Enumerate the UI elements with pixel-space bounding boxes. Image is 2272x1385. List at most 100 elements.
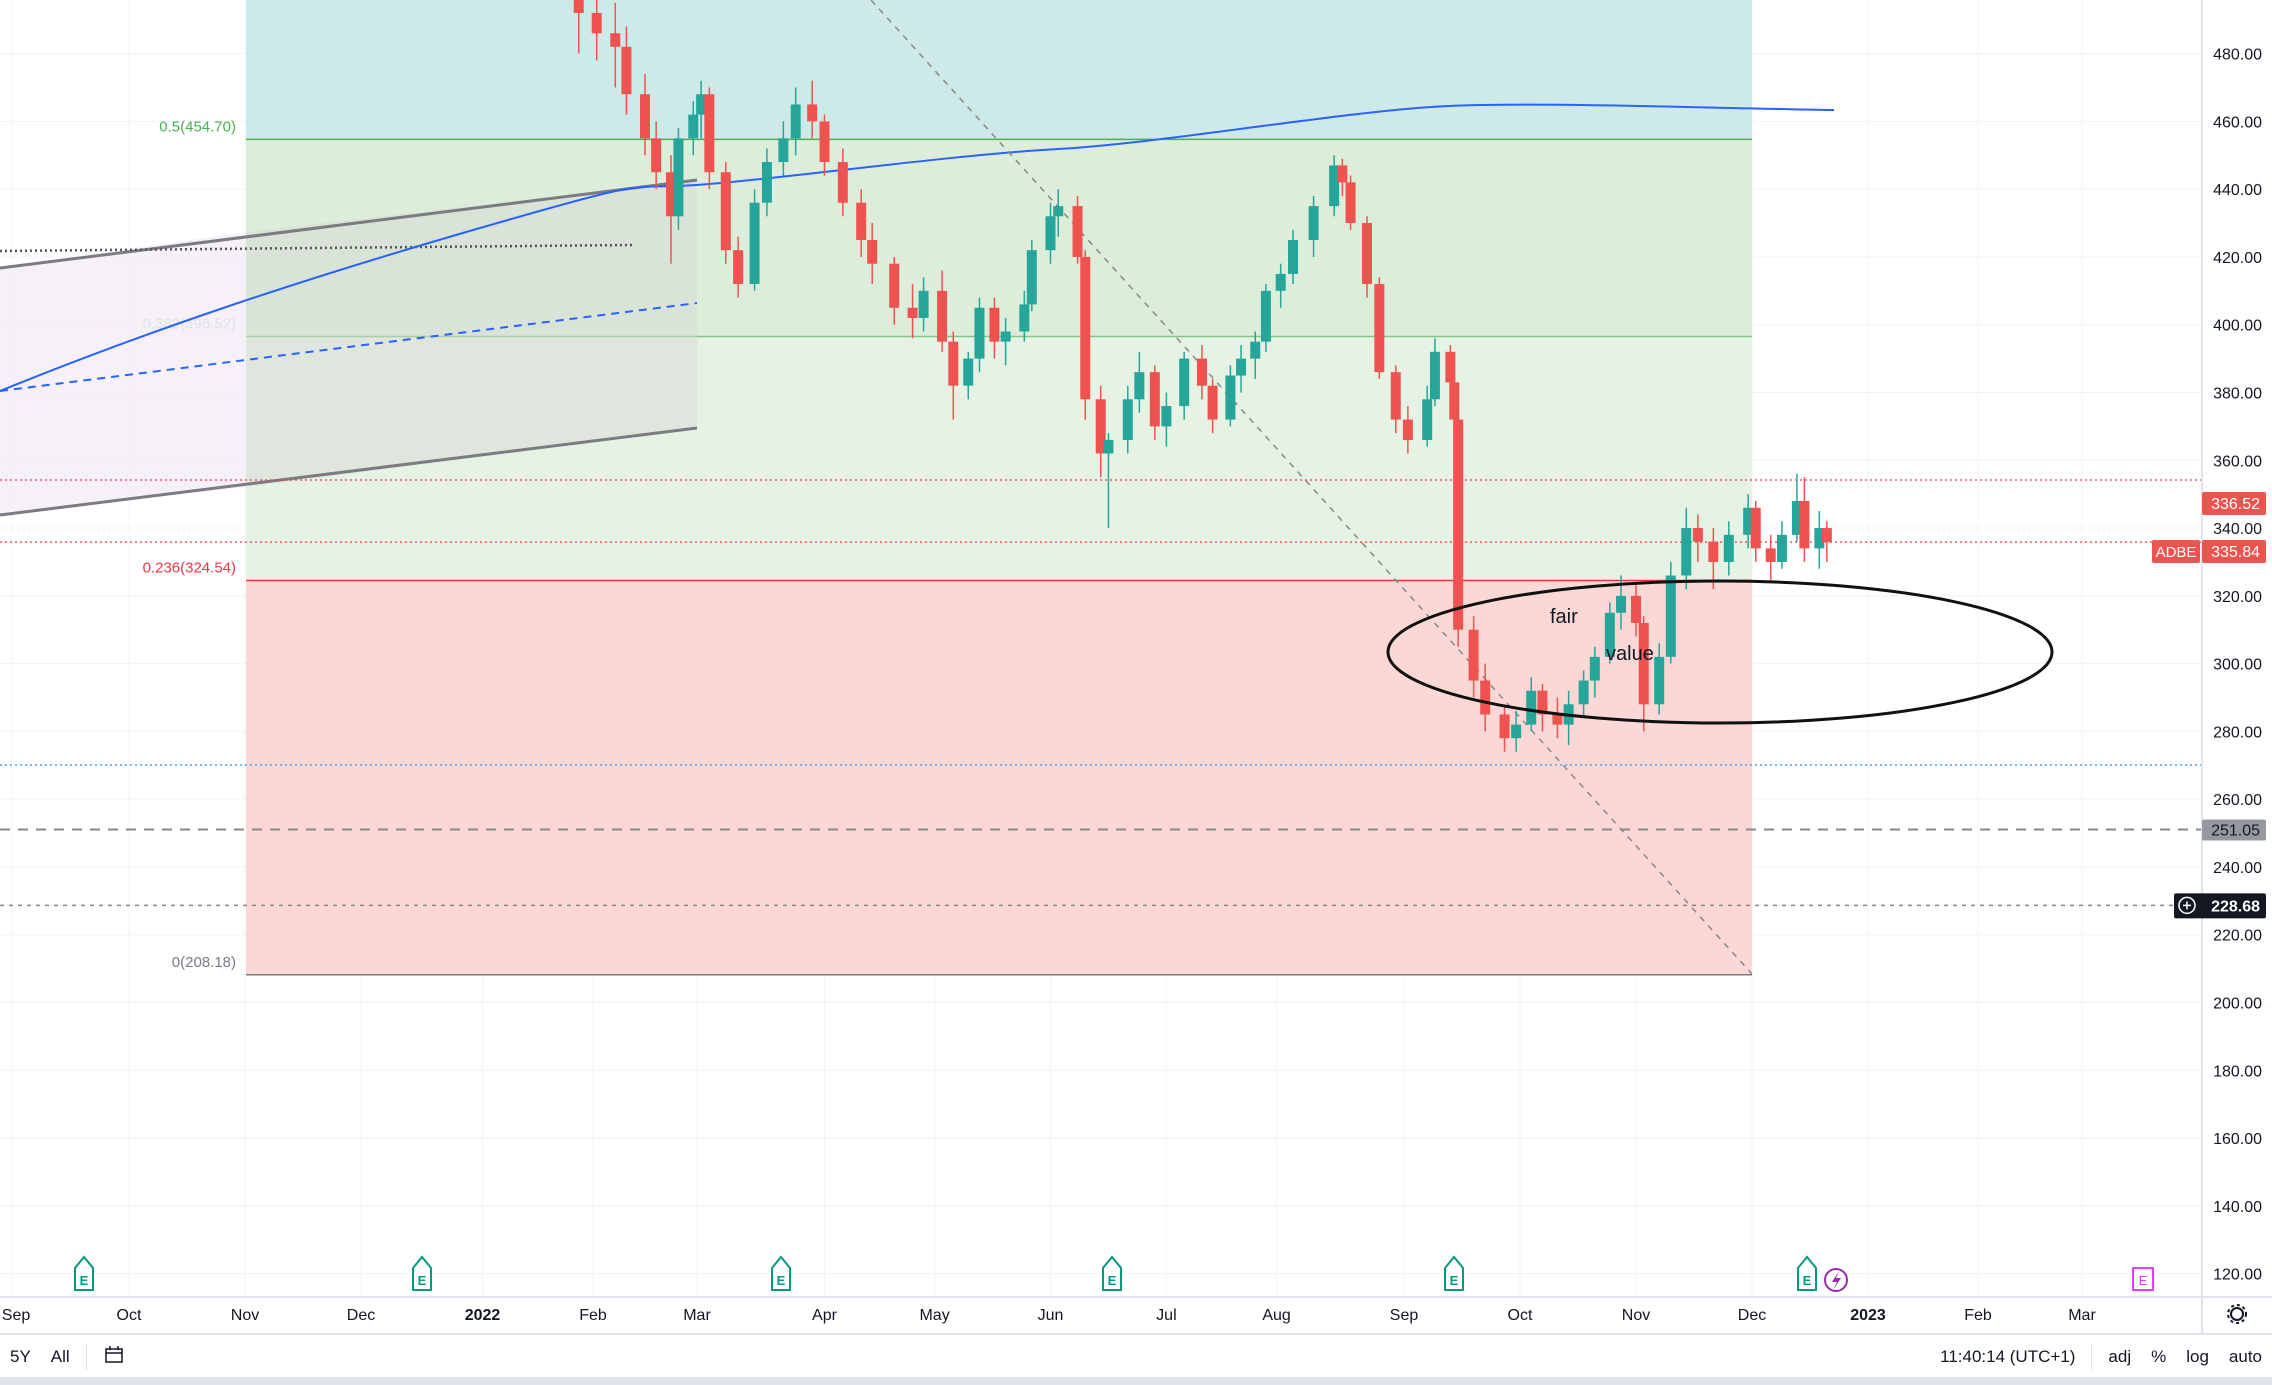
earnings-event-icon[interactable]: E — [771, 1255, 791, 1291]
candle — [778, 121, 789, 176]
candle-body — [1468, 629, 1479, 681]
range-5y-button[interactable]: 5Y — [10, 1347, 31, 1366]
candle-body — [1821, 528, 1832, 543]
candle-body — [1103, 439, 1114, 454]
time-tick-label: Sep — [2, 1307, 31, 1324]
candle — [1053, 189, 1064, 237]
upcoming-earnings-letter: E — [2139, 1273, 2148, 1288]
plus-circle — [2178, 896, 2196, 915]
candle-body — [1308, 206, 1319, 240]
earnings-marker-shape — [1444, 1255, 1464, 1291]
candle — [1000, 317, 1011, 366]
candle — [948, 331, 959, 420]
candle — [573, 0, 584, 54]
adj-toggle[interactable]: adj — [2108, 1347, 2132, 1366]
fib-zone-0.382 — [246, 336, 1752, 581]
candle-body — [1429, 351, 1440, 400]
clock-timezone[interactable]: 11:40:14 (UTC+1) — [1940, 1347, 2076, 1366]
earnings-event-icon[interactable]: E — [1797, 1255, 1817, 1291]
candle-body — [1631, 595, 1641, 623]
range-all-button[interactable]: All — [50, 1347, 70, 1366]
candle — [867, 223, 878, 285]
price-axis-bg — [2202, 0, 2272, 1297]
go-to-date-calendar-icon[interactable] — [93, 1344, 135, 1371]
price-axis[interactable]: 480.00 460.00 440.00 420.00 400.00 380.00 360.… — [2152, 0, 2272, 1333]
candle-body — [790, 104, 801, 139]
candle-body — [989, 307, 1000, 342]
time-tick-label: Dec — [1738, 1307, 1766, 1324]
fib-zone-top — [246, 0, 1752, 140]
channel-top-line — [0, 178, 698, 270]
candle — [1345, 175, 1356, 230]
earnings-event-icon[interactable]: E — [1444, 1255, 1464, 1291]
auto-toggle[interactable]: auto — [2228, 1347, 2262, 1366]
price-tick-label: 240.00 — [2213, 860, 2262, 877]
divider — [2091, 1344, 2093, 1370]
candle — [1723, 521, 1734, 576]
candle-body — [704, 94, 715, 173]
candle-body — [1681, 528, 1692, 576]
candle-body — [1791, 500, 1802, 535]
candle-body — [1402, 419, 1413, 440]
price-tick-label: 420.00 — [2213, 250, 2262, 267]
candle-body — [673, 138, 684, 217]
upcoming-earnings-icon[interactable]: E — [2132, 1267, 2154, 1291]
candle — [1236, 345, 1247, 393]
candle — [704, 87, 715, 190]
settings-gear-icon[interactable] — [2227, 1304, 2247, 1324]
add-alert-plus-icon[interactable] — [2178, 896, 2196, 915]
candle — [1665, 561, 1676, 664]
candle-body — [1750, 507, 1761, 549]
candle-body — [1390, 372, 1401, 420]
earnings-event-icon[interactable]: E — [412, 1255, 432, 1291]
percent-toggle[interactable]: % — [2151, 1347, 2167, 1366]
candle — [640, 73, 650, 156]
candle — [1799, 477, 1810, 562]
fib-zone-0.236 — [246, 580, 1752, 975]
time-axis[interactable]: Sep Oct Nov Dec 2022 Feb Mar Apr May Jun Jul Aug Sep… — [0, 1296, 2272, 1324]
earnings-marker-letter: E — [418, 1273, 427, 1288]
candle — [889, 256, 900, 325]
dividend-lightning-icon[interactable] — [1824, 1268, 1848, 1292]
candle-body — [1345, 182, 1356, 224]
candle — [1072, 195, 1083, 264]
level-251-tag — [2202, 819, 2266, 841]
candle — [1743, 494, 1754, 549]
candle-body — [963, 358, 974, 386]
earnings-event-icon[interactable]: E — [74, 1255, 94, 1291]
candle — [1750, 500, 1761, 562]
candle-body — [591, 12, 602, 34]
candle — [1765, 534, 1776, 583]
earnings-event-icon[interactable]: E — [1102, 1255, 1122, 1291]
earnings-marker-shape — [74, 1255, 94, 1291]
candle-body — [1337, 165, 1348, 183]
candle — [1453, 412, 1464, 647]
price-chart[interactable]: 0.5(454.70)0.382(396.52)0.236(324.54)0(2… — [0, 0, 2272, 1333]
candle-body — [1196, 358, 1207, 386]
candle-body — [1799, 500, 1810, 549]
price-tick-label: 140.00 — [2213, 1199, 2262, 1216]
candle-body — [1236, 358, 1247, 376]
candle — [1681, 507, 1692, 590]
candle — [856, 189, 867, 257]
symbol-tag — [2152, 540, 2200, 563]
candle — [688, 101, 699, 156]
price-tick-label: 220.00 — [2213, 928, 2262, 945]
earnings-marker-letter: E — [777, 1273, 786, 1288]
candle-body — [1422, 399, 1433, 440]
log-toggle[interactable]: log — [2186, 1347, 2209, 1366]
price-tick-label: 180.00 — [2213, 1063, 2262, 1080]
time-tick-label: May — [919, 1307, 949, 1324]
time-tick-label: Oct — [117, 1307, 142, 1324]
candle — [696, 80, 707, 139]
earnings-marker-shape — [771, 1255, 791, 1291]
candle — [1288, 229, 1299, 285]
candle-body — [837, 162, 848, 203]
candle — [1422, 385, 1433, 447]
earnings-marker-letter: E — [1803, 1273, 1812, 1288]
candles — [573, 0, 1832, 752]
candle — [1791, 473, 1802, 542]
time-tick-label: Oct — [1508, 1307, 1533, 1324]
bottom-strip — [0, 1377, 2272, 1385]
earnings-marker-shape — [1797, 1255, 1817, 1291]
